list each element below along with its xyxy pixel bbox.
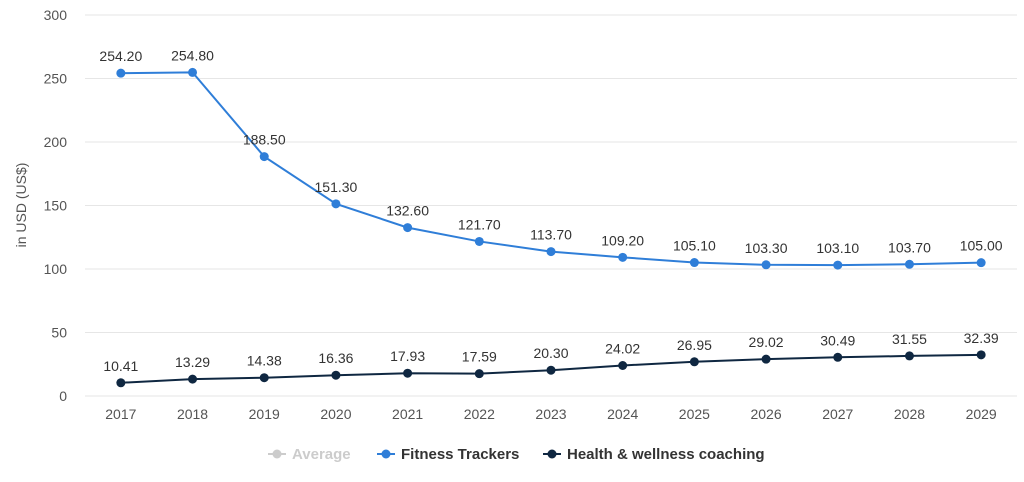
data-label: 16.36: [318, 350, 353, 366]
x-tick-label: 2019: [249, 406, 280, 422]
data-label: 103.10: [816, 240, 859, 256]
data-label: 30.49: [820, 332, 855, 348]
data-point[interactable]: [904, 351, 914, 361]
data-label: 151.30: [315, 179, 358, 195]
data-point[interactable]: [116, 378, 126, 388]
y-tick-label: 200: [44, 134, 68, 150]
data-point[interactable]: [188, 374, 198, 384]
data-point[interactable]: [403, 368, 413, 378]
y-axis-label: in USD (US$): [13, 163, 29, 248]
y-tick-label: 150: [44, 198, 68, 214]
data-point[interactable]: [116, 68, 126, 78]
data-point[interactable]: [474, 369, 484, 379]
x-tick-label: 2027: [822, 406, 853, 422]
data-label: 13.29: [175, 354, 210, 370]
data-label: 103.30: [745, 240, 788, 256]
data-point[interactable]: [833, 352, 843, 362]
data-point[interactable]: [904, 259, 914, 269]
legend-marker-icon: [381, 449, 391, 459]
data-point[interactable]: [546, 365, 556, 375]
legend-item-average[interactable]: Average: [268, 446, 351, 463]
legend-label: Health & wellness coaching: [567, 446, 765, 463]
legend-label: Fitness Trackers: [401, 446, 519, 463]
data-point[interactable]: [761, 354, 771, 364]
data-label: 20.30: [533, 345, 568, 361]
y-tick-label: 250: [44, 71, 68, 87]
x-tick-label: 2021: [392, 406, 423, 422]
x-axis-ticks: 2017 2018 2019 2020 2021 2022 2023 2024 2025 2026…: [105, 406, 997, 422]
y-axis-ticks: 0 50 100 150 200 250 300: [44, 7, 68, 404]
legend-item-fitness-trackers[interactable]: Fitness Trackers: [377, 446, 519, 463]
data-label: 254.80: [171, 47, 214, 63]
data-point[interactable]: [546, 247, 556, 257]
data-label: 14.38: [247, 353, 282, 369]
y-tick-label: 300: [44, 7, 68, 23]
data-point[interactable]: [331, 199, 341, 209]
data-point[interactable]: [689, 258, 699, 268]
data-point[interactable]: [618, 252, 628, 262]
data-point[interactable]: [331, 370, 341, 380]
data-label: 254.20: [99, 48, 142, 64]
data-point[interactable]: [259, 152, 269, 162]
x-tick-label: 2028: [894, 406, 925, 422]
data-label: 103.70: [888, 239, 931, 255]
data-label: 17.93: [390, 348, 425, 364]
x-tick-label: 2026: [750, 406, 781, 422]
data-point[interactable]: [976, 350, 986, 360]
data-label: 132.60: [386, 203, 429, 219]
data-label: 31.55: [892, 331, 927, 347]
series-group: 254.20 254.80 188.50 151.30 132.60 121.70 113.…: [99, 47, 1003, 388]
legend-label: Average: [292, 446, 351, 463]
legend-marker-icon: [272, 449, 282, 459]
x-tick-label: 2022: [464, 406, 495, 422]
series-health-wellness-coaching: 10.41 13.29 14.38 16.36 17.93 17.59 20.30 24.02…: [103, 330, 999, 388]
x-tick-label: 2017: [105, 406, 136, 422]
y-tick-label: 0: [59, 388, 67, 404]
legend: Average Fitness Trackers Health & wellness…: [268, 446, 765, 463]
x-tick-label: 2024: [607, 406, 638, 422]
data-label: 32.39: [964, 330, 999, 346]
data-label: 105.00: [960, 238, 1003, 254]
data-label: 29.02: [749, 334, 784, 350]
data-point[interactable]: [474, 236, 484, 246]
grid-lines: [85, 14, 1017, 397]
data-point[interactable]: [761, 260, 771, 270]
data-point[interactable]: [403, 223, 413, 233]
legend-item-health-wellness-coaching[interactable]: Health & wellness coaching: [543, 446, 765, 463]
data-point[interactable]: [188, 67, 198, 77]
data-point[interactable]: [259, 373, 269, 383]
data-point[interactable]: [689, 357, 699, 367]
y-tick-label: 100: [44, 261, 68, 277]
data-label: 109.20: [601, 232, 644, 248]
x-tick-label: 2018: [177, 406, 208, 422]
x-tick-label: 2025: [679, 406, 710, 422]
data-label: 24.02: [605, 340, 640, 356]
x-tick-label: 2020: [320, 406, 351, 422]
data-label: 10.41: [103, 358, 138, 374]
legend-marker-icon: [547, 449, 557, 459]
data-label: 121.70: [458, 216, 501, 232]
series-fitness-trackers: 254.20 254.80 188.50 151.30 132.60 121.70 113.…: [99, 47, 1003, 270]
data-point[interactable]: [618, 360, 628, 370]
x-tick-label: 2023: [535, 406, 566, 422]
data-label: 105.10: [673, 238, 716, 254]
y-tick-label: 50: [51, 325, 67, 341]
data-label: 17.59: [462, 349, 497, 365]
data-label: 188.50: [243, 132, 286, 148]
data-label: 113.70: [530, 227, 572, 243]
data-point[interactable]: [976, 258, 986, 268]
data-point[interactable]: [833, 260, 843, 270]
data-label: 26.95: [677, 337, 712, 353]
x-tick-label: 2029: [966, 406, 997, 422]
